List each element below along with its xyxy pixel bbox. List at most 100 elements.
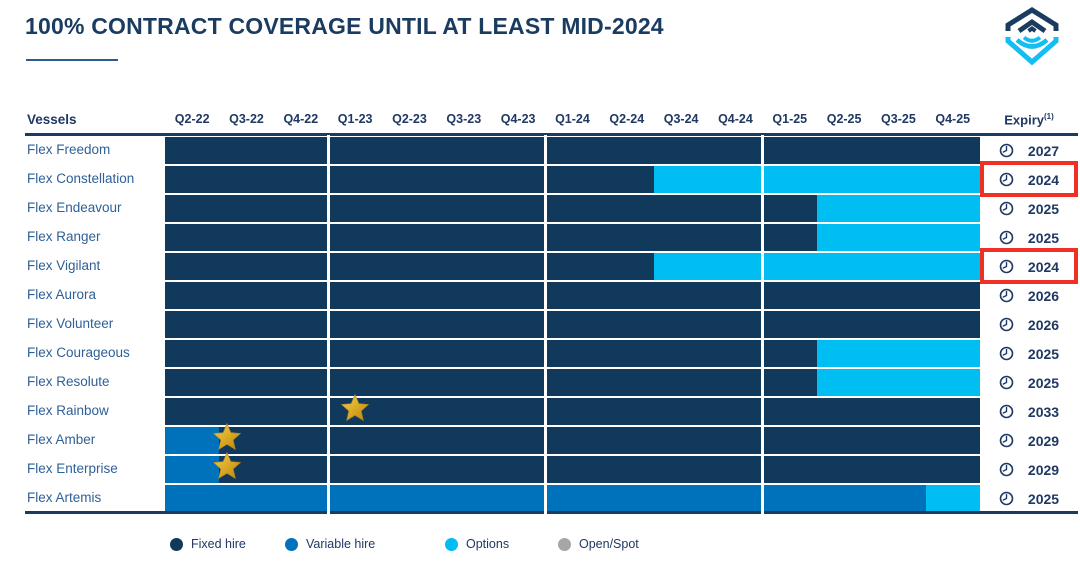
fixed-hire-segment	[219, 456, 980, 483]
fixed-hire-segment	[165, 195, 817, 222]
year-separator	[761, 135, 765, 166]
gold-star-icon	[340, 393, 370, 422]
header-divider-line	[25, 133, 1078, 136]
options-hire-segment	[817, 195, 980, 222]
timeline-track	[165, 135, 980, 166]
fixed-hire-segment	[165, 311, 980, 338]
timeline-track	[165, 338, 980, 369]
quarter-header-q3-25: Q3-25	[881, 112, 916, 126]
expiry-year: 2025	[1027, 345, 1060, 362]
year-separator	[326, 135, 330, 166]
year-separator	[326, 309, 330, 340]
year-separator	[543, 309, 547, 340]
clock-icon	[999, 433, 1014, 448]
expiry-year: 2026	[1027, 316, 1060, 333]
options-hire-segment	[817, 340, 980, 367]
year-separator	[326, 164, 330, 195]
fixed-hire-segment	[165, 166, 654, 193]
timeline-track	[165, 367, 980, 398]
vessel-name: Flex Constellation	[27, 171, 135, 186]
quarter-header-q4-24: Q4-24	[718, 112, 753, 126]
clock-icon	[999, 491, 1014, 506]
year-separator	[326, 193, 330, 224]
expiry-cell: 2026	[983, 310, 1075, 339]
expiry-cell: 2024	[983, 252, 1075, 281]
fixed-hire-segment	[219, 427, 980, 454]
year-separator	[761, 454, 765, 485]
clock-icon	[999, 317, 1014, 332]
gold-star-icon	[213, 451, 242, 480]
clock-icon	[999, 404, 1014, 419]
vessel-name: Flex Freedom	[27, 142, 111, 157]
timeline-track	[165, 251, 980, 282]
expiry-year: 2025	[1027, 200, 1060, 217]
clock-icon	[999, 172, 1014, 187]
expiry-cell: 2029	[983, 455, 1075, 484]
legend-color-dot	[445, 537, 458, 551]
year-separator	[761, 193, 765, 224]
quarter-header-q4-23: Q4-23	[500, 112, 536, 126]
vessel-name: Flex Endeavour	[27, 200, 122, 215]
year-separator	[543, 396, 547, 427]
clock-icon	[999, 230, 1014, 245]
year-separator	[543, 425, 547, 456]
year-separator	[543, 251, 547, 282]
year-separator	[761, 483, 765, 514]
options-hire-segment	[654, 166, 980, 193]
timeline-track	[165, 422, 980, 456]
quarter-headers: Q2-22 Q3-22 Q4-22 Q1-23 Q2-23 Q3-23 Q4-23 Q1-24…	[165, 112, 980, 126]
gantt-row-flex-amber: Flex Amber 2029	[0, 422, 1080, 456]
gantt-row-flex-freedom: Flex Freedom 2027	[0, 135, 1080, 166]
gantt-row-flex-constellation: Flex Constellation 2024	[0, 161, 1080, 197]
year-separator	[543, 135, 547, 166]
expiry-year: 2033	[1027, 403, 1060, 420]
vessel-name: Flex Courageous	[27, 345, 130, 360]
expiry-cell: 2033	[983, 397, 1075, 426]
year-separator	[326, 483, 330, 514]
clock-icon	[999, 346, 1014, 361]
timeline-track	[165, 483, 980, 514]
year-separator	[326, 367, 330, 398]
flex-lng-logo	[1005, 7, 1059, 66]
quarter-header-q4-25: Q4-25	[935, 112, 971, 126]
expiry-year: 2025	[1027, 374, 1060, 391]
gantt-row-flex-endeavour: Flex Endeavour 2025	[0, 193, 1080, 224]
year-separator	[543, 222, 547, 253]
year-separator	[543, 193, 547, 224]
table-bottom-line	[25, 511, 1078, 514]
vessel-name: Flex Aurora	[27, 287, 97, 302]
year-separator	[326, 280, 330, 311]
vessel-name: Flex Volunteer	[27, 316, 114, 331]
clock-icon	[999, 143, 1014, 158]
legend-color-dot	[285, 537, 298, 551]
gantt-row-flex-artemis: Flex Artemis 2025	[0, 483, 1080, 514]
quarter-header-q2-22: Q2-22	[174, 112, 210, 126]
legend-color-dot	[170, 537, 183, 551]
legend-label: Open/Spot	[579, 537, 639, 551]
expiry-header-label: Expiry	[1004, 112, 1044, 128]
vessel-name: Flex Resolute	[27, 374, 110, 389]
title-underline	[26, 59, 118, 61]
year-separator	[761, 396, 765, 427]
quarter-header-q2-23: Q2-23	[392, 112, 427, 126]
gantt-row-flex-volunteer: Flex Volunteer 2026	[0, 309, 1080, 340]
quarter-header-q3-22: Q3-22	[229, 112, 264, 126]
milestone-star	[212, 422, 242, 457]
clock-icon	[999, 259, 1014, 274]
gantt-row-flex-resolute: Flex Resolute 2025	[0, 367, 1080, 398]
expiry-cell: 2025	[983, 223, 1075, 252]
vessel-name: Flex Rainbow	[27, 403, 109, 418]
expiry-year: 2029	[1027, 432, 1060, 449]
timeline-track	[165, 451, 980, 485]
variable-hire-segment	[165, 427, 220, 454]
page-title: 100% CONTRACT COVERAGE UNTIL AT LEAST MI…	[25, 13, 664, 39]
year-separator	[761, 425, 765, 456]
year-separator	[761, 280, 765, 311]
expiry-cell: 2025	[983, 339, 1075, 368]
clock-icon	[999, 201, 1014, 216]
quarter-header-q3-24: Q3-24	[663, 112, 699, 126]
year-separator	[326, 338, 330, 369]
expiry-year: 2024	[1027, 171, 1060, 188]
fixed-hire-segment	[165, 253, 654, 280]
expiry-year: 2025	[1027, 229, 1060, 246]
